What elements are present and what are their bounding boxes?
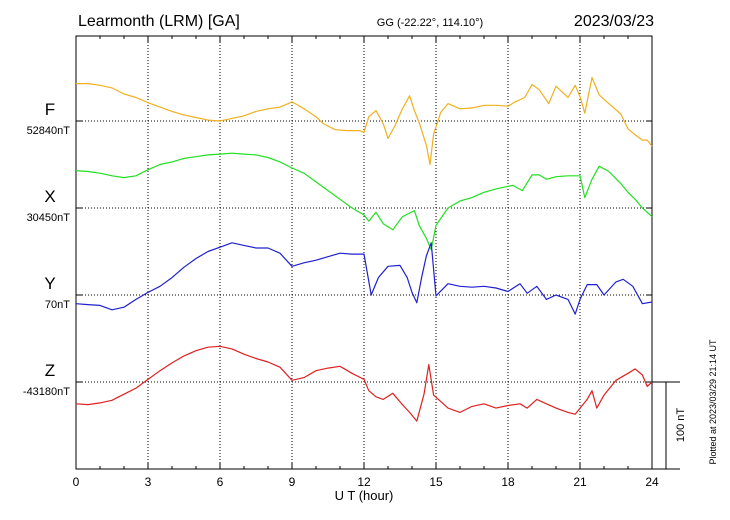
x-tick-label: 12: [357, 475, 371, 489]
series-label-y: Y: [44, 274, 55, 293]
x-tick-label: 3: [145, 475, 152, 489]
series-baseline-y: 70nT: [45, 299, 70, 311]
station-title: Learmonth (LRM) [GA]: [78, 13, 240, 30]
x-axis-label: U T (hour): [335, 488, 394, 503]
chart-date: 2023/03/23: [574, 13, 654, 30]
series-baseline-z: -43180nT: [23, 386, 70, 398]
series-label-x: X: [44, 187, 55, 206]
scale-bar: [652, 381, 680, 470]
x-tick-label: 15: [429, 475, 443, 489]
station-coords: GG (-22.22°, 114.10°): [377, 17, 483, 29]
x-tick-label: 0: [73, 475, 80, 489]
series-label-z: Z: [45, 361, 55, 380]
series-label-f: F: [45, 100, 55, 119]
x-tick-label: 9: [289, 475, 296, 489]
chart-grid: [76, 36, 652, 469]
x-tick-label: 6: [217, 475, 224, 489]
chart-labels: 0 3 6 9 12 15 18 21 24 F 52840nT X 30450nT Y 70nT Z -431…: [23, 100, 659, 489]
x-tick-label: 24: [645, 475, 659, 489]
plotted-timestamp: Plotted at 2023/03/29 21:14 UT: [708, 339, 718, 465]
series-baseline-f: 52840nT: [27, 125, 71, 137]
series-line-x: [75, 152, 653, 251]
chart-series: [75, 76, 653, 422]
x-tick-label: 21: [573, 475, 587, 489]
chart-ticks: [75, 36, 653, 469]
series-line-y: [75, 242, 653, 315]
series-line-f: [76, 76, 653, 166]
series-line-z: [75, 345, 653, 422]
x-tick-label: 18: [501, 475, 515, 489]
series-baseline-x: 30450nT: [27, 212, 71, 224]
scale-bar-label: 100 nT: [675, 408, 687, 443]
